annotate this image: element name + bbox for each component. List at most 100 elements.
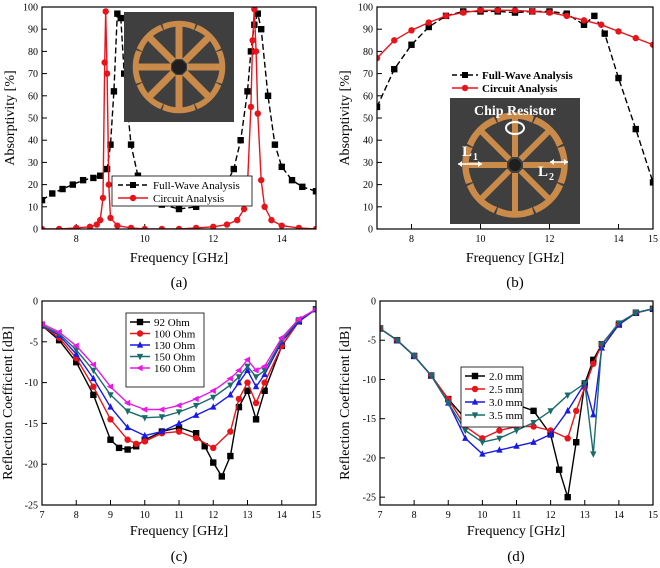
panel-a-series-0-point	[97, 172, 104, 179]
legend-a-fullwave: Full-Wave Analysis	[118, 180, 240, 192]
panel-d-legend-entry: 2.0 mm	[465, 371, 523, 383]
inset-a-center	[172, 60, 186, 74]
panel-d-series-3-point	[410, 353, 418, 360]
panel-d-ytick-label: -10	[363, 375, 376, 386]
panel-d-legend-swatch-marker	[471, 372, 479, 380]
panel-a-series-0-point	[299, 183, 306, 191]
panel-d-series-group	[380, 305, 653, 501]
panel-a-series-1-point	[55, 225, 63, 229]
panel-a-ytick-label: 20	[28, 180, 38, 191]
panel-c-series-2-point	[141, 431, 148, 439]
panel-d-series-1-point	[564, 435, 571, 442]
panel-c-series-0-point	[124, 446, 131, 453]
panel-c-legend-box	[125, 312, 205, 388]
panel-a-series-0-point	[278, 163, 285, 171]
inset-b-resonator-arm	[496, 173, 534, 218]
panel-b-series-1-point	[649, 41, 653, 48]
panel-c-legend-swatch-marker	[136, 353, 144, 361]
panel-c-series-0-point	[201, 443, 208, 450]
panel-c-series-2-point	[192, 411, 200, 418]
panel-c-series-3-point	[235, 374, 243, 381]
panel-c-series-2-point	[107, 403, 114, 410]
panel-a-series-1-point	[247, 103, 255, 111]
panel-c-ytick-label: -5	[30, 337, 38, 348]
panel-a-series-1-point	[107, 214, 114, 222]
inset-b-center	[509, 159, 521, 171]
panel-c-legend-swatch-marker	[136, 330, 144, 337]
panel-a-series-0-point	[258, 26, 265, 33]
panel-c-series-0-point	[252, 416, 260, 423]
panel-b-series-0-point	[615, 74, 622, 82]
panel-a-xlabel: Frequency [GHz]	[130, 251, 228, 266]
inset-b-l1-sub: 1	[473, 152, 478, 163]
panel-c-series-4-point	[226, 375, 233, 382]
panel-d-xlabel: Frequency [GHz]	[467, 524, 565, 539]
panel-b-series-1-point	[377, 54, 381, 62]
panel-c-series-3-point	[141, 415, 148, 422]
panel-a-ytick-label: 100	[23, 3, 38, 14]
panel-c-series-3-point	[252, 374, 260, 381]
panel-c-xtick-label: 14	[277, 510, 287, 521]
inset-b-resonator-arm	[466, 116, 512, 162]
panel-d-series-3-point	[427, 372, 435, 380]
panel-c-xtick-label: 7	[40, 510, 45, 521]
panel-c-legend-entry: 150 Ohm	[130, 351, 196, 363]
panel-b-ytick-label: 10	[363, 202, 373, 213]
panel-d-series-2-point	[564, 407, 571, 414]
panel-c-plot: 7 8 9 10 11 12 13 14 15 0 -5 -10 -15 -20 -25	[25, 297, 321, 522]
panel-c-series-2-point	[227, 391, 234, 398]
panel-c-series-4-point	[140, 406, 148, 413]
panel-a-ytick-label: 10	[28, 202, 38, 213]
panel-a-series-1-point	[101, 59, 108, 66]
panel-c-series-2-point	[90, 374, 97, 382]
inset-b-resistor-marker	[505, 121, 525, 135]
panel-c-series-4-point	[89, 361, 96, 368]
panel-c-xtick-label: 11	[174, 510, 184, 521]
panel-a-series-1-point	[42, 225, 46, 229]
panel-d-series-0-point	[590, 356, 597, 364]
panel-b-ytick-label: 100	[358, 3, 373, 14]
panel-c-ytick-label: -15	[25, 419, 38, 430]
panel-d-xtick-label: 15	[648, 510, 658, 521]
panel-a-series-1-point	[158, 225, 166, 229]
panel-a-series-0-point	[110, 88, 118, 95]
panel-d-series-3-point	[479, 439, 486, 447]
legend-b-circuit: Circuit Analysis	[452, 83, 558, 95]
legend-a-fullwave-label: Full-Wave Analysis	[153, 180, 240, 192]
panel-b-ytick-label: 0	[368, 225, 373, 236]
panel-d-series-2-point	[513, 442, 520, 449]
panel-c-series-1-point	[175, 428, 183, 435]
legend-a-circuit: Circuit Analysis	[118, 193, 224, 205]
panel-a-xtick-label: 10	[140, 234, 150, 245]
panel-b-series-0-point	[580, 21, 588, 28]
panel-c-series-1-point	[244, 379, 251, 386]
panel-b-legend-box	[450, 67, 578, 95]
inset-a-resonator-arm	[162, 75, 196, 114]
panel-d-legend-swatch-marker	[471, 385, 479, 393]
panel-b-series-1-point	[442, 12, 450, 20]
panel-c-xtick-label: 12	[208, 510, 218, 521]
panel-c-series-3-point	[210, 394, 217, 402]
panel-a-series-0-point	[312, 188, 316, 195]
panel-c-series-0-point	[175, 424, 183, 431]
panel-a-series-0-point	[192, 203, 200, 210]
panel-a-ytick-label: 90	[28, 25, 38, 36]
panel-c-legend-label: 150 Ohm	[154, 351, 196, 363]
panel-d-series-3-point	[632, 310, 640, 317]
panel-d-series-1-point	[496, 427, 503, 434]
panel-c-series-3-point	[175, 409, 183, 416]
panel-d-legend-label: 2.5 mm	[489, 384, 523, 396]
panel-d-series-2-point	[479, 450, 486, 457]
panel-c-legend-label: 92 Ohm	[154, 317, 190, 329]
panel-b-ytick-label: 30	[363, 158, 373, 169]
inset-a-resonator-arm	[182, 70, 222, 110]
panel-a-series-1-point	[258, 176, 265, 184]
panel-a-series-1-point	[240, 205, 248, 213]
panel-c-series-3-point	[90, 367, 97, 375]
panel-c-series-0-point	[107, 436, 114, 443]
panel-d-series-2-point	[590, 410, 597, 418]
panel-a-series-1-point	[97, 216, 104, 224]
